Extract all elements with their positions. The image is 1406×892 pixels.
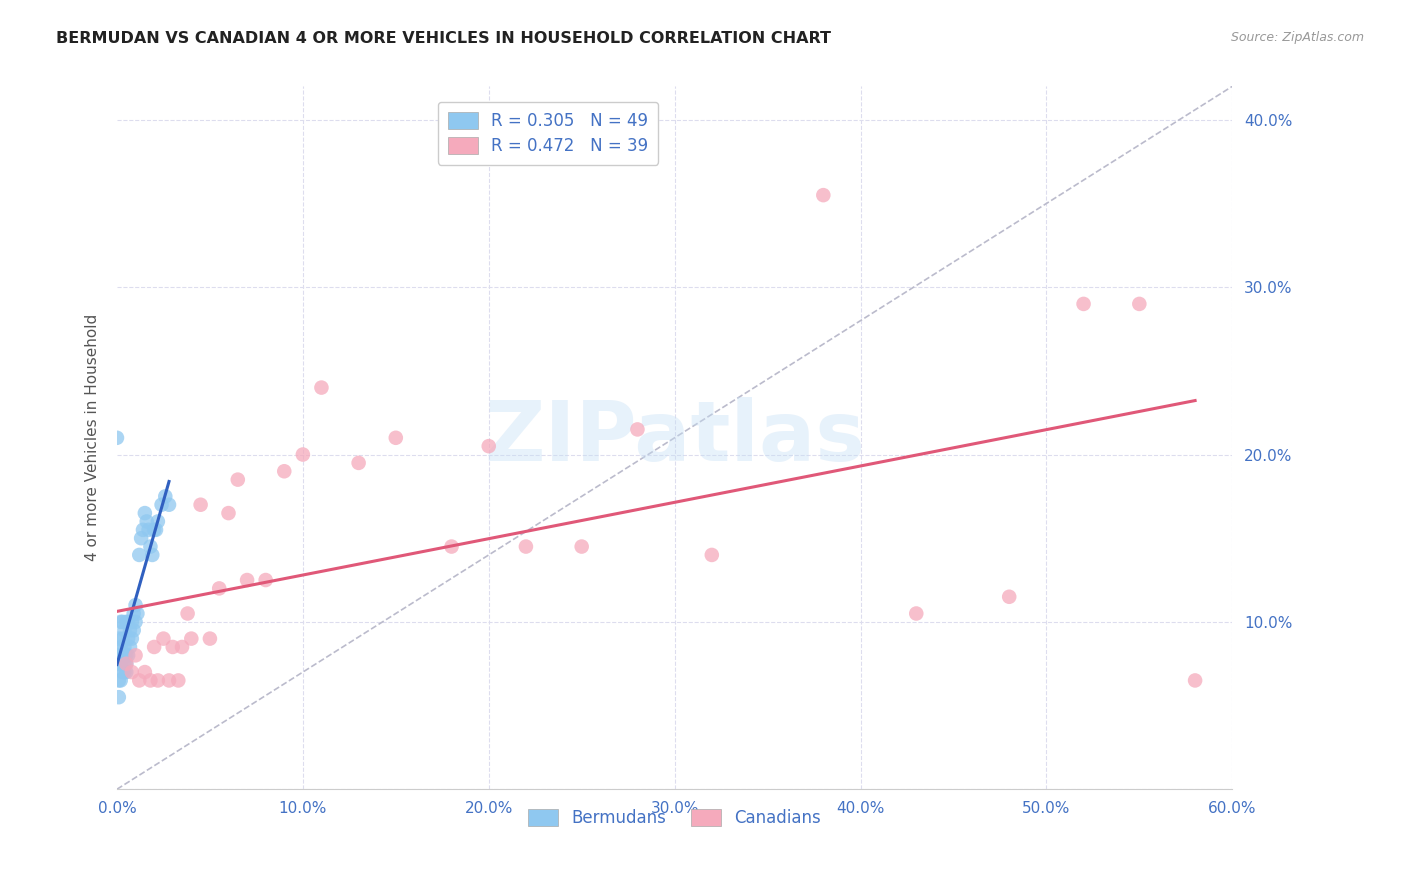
Point (167, 673, 190, 688)
Point (905, 607, 928, 621)
Point (132, 523, 155, 537)
Point (122, 624, 145, 638)
Point (108, 690, 131, 705)
Point (124, 615, 146, 629)
Point (157, 498, 180, 512)
Point (129, 531, 152, 545)
Point (115, 657, 138, 671)
Y-axis label: 4 or more Vehicles in Household: 4 or more Vehicles in Household (86, 314, 100, 561)
Point (112, 657, 135, 671)
Point (124, 598, 146, 612)
Point (291, 448, 314, 462)
Point (112, 624, 135, 638)
Point (121, 615, 143, 629)
Point (118, 640, 141, 654)
Text: ZIPatlas: ZIPatlas (484, 397, 865, 478)
Point (128, 673, 150, 688)
Point (311, 381, 333, 395)
Point (117, 632, 139, 646)
Point (112, 640, 135, 654)
Point (571, 540, 593, 554)
Point (273, 464, 295, 478)
Point (218, 506, 240, 520)
Point (112, 665, 135, 679)
Point (139, 673, 162, 688)
Point (134, 506, 156, 520)
Point (150, 498, 173, 512)
Point (115, 665, 138, 679)
Point (111, 615, 134, 629)
Point (385, 431, 408, 445)
Point (626, 422, 648, 436)
Point (108, 632, 131, 646)
Text: Source: ZipAtlas.com: Source: ZipAtlas.com (1230, 31, 1364, 45)
Point (998, 590, 1021, 604)
Point (124, 648, 146, 663)
Point (110, 673, 132, 688)
Point (170, 640, 193, 654)
Point (108, 657, 131, 671)
Point (176, 607, 198, 621)
Point (139, 540, 162, 554)
Point (146, 673, 169, 688)
Point (134, 665, 156, 679)
Point (157, 673, 180, 688)
Point (1184, 673, 1206, 688)
Point (110, 657, 132, 671)
Point (111, 665, 134, 679)
Point (1073, 297, 1095, 311)
Point (143, 640, 166, 654)
Point (700, 548, 723, 562)
Point (236, 573, 259, 587)
Point (127, 607, 149, 621)
Point (135, 515, 157, 529)
Point (198, 632, 221, 646)
Point (347, 456, 370, 470)
Point (152, 632, 174, 646)
Point (440, 540, 463, 554)
Point (128, 548, 150, 562)
Point (122, 607, 145, 621)
Point (515, 540, 537, 554)
Point (121, 632, 143, 646)
Point (162, 640, 184, 654)
Point (1128, 297, 1150, 311)
Point (121, 665, 143, 679)
Point (117, 648, 139, 663)
Point (145, 523, 167, 537)
Point (112, 648, 135, 663)
Point (110, 615, 132, 629)
Point (226, 473, 249, 487)
Point (208, 582, 231, 596)
Point (111, 648, 134, 663)
Legend: Bermudans, Canadians: Bermudans, Canadians (522, 802, 828, 834)
Point (115, 657, 138, 671)
Point (180, 632, 202, 646)
Point (813, 188, 835, 202)
Point (117, 615, 139, 629)
Point (108, 648, 131, 663)
Point (138, 523, 160, 537)
Point (110, 640, 132, 654)
Point (141, 548, 163, 562)
Point (108, 673, 131, 688)
Point (118, 624, 141, 638)
Point (155, 489, 177, 503)
Point (478, 439, 501, 453)
Point (254, 573, 277, 587)
Text: BERMUDAN VS CANADIAN 4 OR MORE VEHICLES IN HOUSEHOLD CORRELATION CHART: BERMUDAN VS CANADIAN 4 OR MORE VEHICLES … (56, 31, 831, 46)
Point (146, 515, 169, 529)
Point (190, 498, 212, 512)
Point (115, 615, 138, 629)
Point (143, 523, 166, 537)
Point (115, 648, 138, 663)
Point (105, 431, 128, 445)
Point (111, 632, 134, 646)
